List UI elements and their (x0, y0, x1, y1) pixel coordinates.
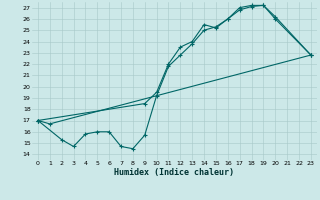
X-axis label: Humidex (Indice chaleur): Humidex (Indice chaleur) (115, 168, 234, 177)
